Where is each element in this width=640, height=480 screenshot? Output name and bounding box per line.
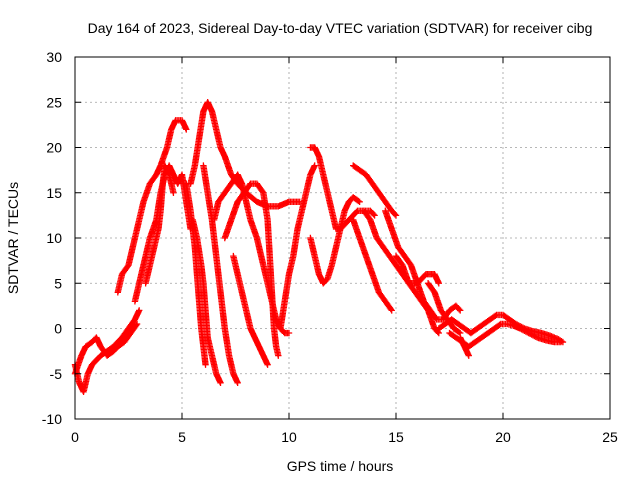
data-points <box>71 99 567 396</box>
data-point <box>142 162 177 287</box>
series-arc-rise-c <box>142 162 177 287</box>
x-tick-label: 10 <box>281 429 297 445</box>
series-arc-13 <box>350 162 400 219</box>
x-tick-label: 0 <box>71 429 79 445</box>
data-point <box>307 194 363 287</box>
x-tick-label: 25 <box>602 429 618 445</box>
x-axis-label: GPS time / hours <box>287 458 394 474</box>
series-arc-14b <box>350 216 395 314</box>
series-arc-peak-6 <box>187 99 303 210</box>
data-point <box>183 180 209 368</box>
y-tick-label: -5 <box>50 366 63 382</box>
series-arc-10 <box>277 162 318 332</box>
data-point <box>221 180 282 359</box>
series-arc-18c <box>457 334 472 359</box>
y-tick-label: -10 <box>42 411 62 427</box>
data-point <box>230 252 271 368</box>
series-arc-steep-5 <box>183 180 209 368</box>
series-arc-17 <box>424 280 464 337</box>
series-arc-mid-8c <box>230 252 271 368</box>
data-point <box>277 162 318 332</box>
y-axis-label: SDTVAR / TECUs <box>5 182 21 294</box>
x-tick-label: 15 <box>388 429 404 445</box>
data-point <box>424 280 464 337</box>
y-tick-label: 15 <box>46 185 62 201</box>
data-point <box>350 162 400 219</box>
y-tick-label: 10 <box>46 230 62 246</box>
y-tick-label: 0 <box>54 321 62 337</box>
series-arc-mid-8b <box>221 180 282 359</box>
data-point <box>457 334 472 359</box>
series-arc-11b <box>307 194 363 287</box>
x-tick-label: 5 <box>178 429 186 445</box>
series-arc-fall-6b <box>200 162 241 386</box>
axis-ticks: 0 5 10 15 20 25 -10 -5 0 5 10 15 20 25 30 <box>42 49 618 445</box>
chart-title: Day 164 of 2023, Sidereal Day-to-day VTE… <box>88 20 593 36</box>
data-point <box>187 99 303 210</box>
data-point <box>392 252 442 337</box>
y-tick-label: 25 <box>46 94 62 110</box>
data-point <box>114 117 190 296</box>
x-tick-label: 20 <box>495 429 511 445</box>
y-tick-label: 30 <box>46 49 62 65</box>
series-arc-16 <box>392 252 442 337</box>
data-point <box>200 162 241 386</box>
series-arc-rise-a <box>114 117 190 296</box>
y-tick-label: 5 <box>54 275 62 291</box>
data-point <box>350 216 395 314</box>
y-tick-label: 20 <box>46 140 62 156</box>
